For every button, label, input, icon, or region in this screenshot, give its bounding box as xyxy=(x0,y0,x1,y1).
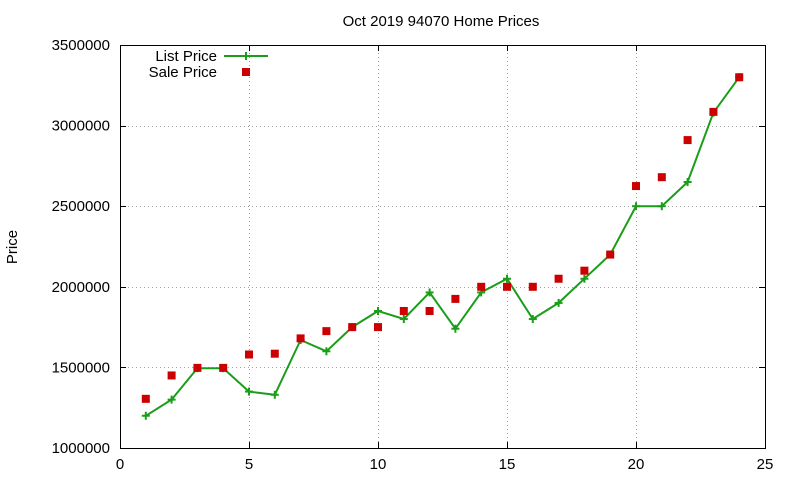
data-point xyxy=(374,323,382,332)
x-tick-label: 10 xyxy=(370,456,387,473)
data-point xyxy=(245,350,253,359)
y-tick-label: 3500000 xyxy=(52,37,110,54)
data-point xyxy=(245,387,253,396)
series-line xyxy=(145,76,741,417)
data-point xyxy=(451,294,460,303)
data-point xyxy=(348,323,357,332)
data-point xyxy=(451,324,460,333)
x-tick-label: 20 xyxy=(628,456,645,473)
legend-marker xyxy=(242,68,250,76)
data-point xyxy=(399,306,408,315)
chart-title: Oct 2019 94070 Home Prices xyxy=(343,13,540,30)
data-point xyxy=(425,306,434,315)
data-point xyxy=(374,306,382,315)
data-point xyxy=(657,173,666,182)
data-point xyxy=(503,282,511,291)
y-tick-label: 2000000 xyxy=(52,279,110,296)
y-tick-label: 1000000 xyxy=(52,440,110,457)
data-point xyxy=(554,298,563,307)
data-point xyxy=(399,315,408,324)
series-sale-price xyxy=(141,73,744,403)
legend-label: List Price xyxy=(155,48,217,65)
y-tick-label: 3000000 xyxy=(52,118,110,135)
data-point xyxy=(322,347,331,356)
data-point xyxy=(141,394,150,403)
data-point xyxy=(167,395,176,404)
data-point xyxy=(683,178,692,187)
data-point xyxy=(580,274,589,283)
data-point xyxy=(193,363,202,372)
data-point xyxy=(270,349,279,358)
y-tick-label: 2500000 xyxy=(52,198,110,215)
data-point xyxy=(606,250,615,259)
legend-label: Sale Price xyxy=(149,64,217,81)
legend-marker xyxy=(242,52,250,60)
data-point xyxy=(632,182,640,191)
x-tick-label: 0 xyxy=(116,456,124,473)
data-point xyxy=(503,274,511,283)
grid-lines xyxy=(120,45,765,448)
data-point xyxy=(709,107,718,116)
data-point xyxy=(270,390,279,399)
data-point xyxy=(219,363,228,372)
x-tick-label: 25 xyxy=(757,456,774,473)
data-point xyxy=(735,73,744,82)
data-point xyxy=(528,282,537,291)
y-axis-title: Price xyxy=(4,230,21,264)
y-tick-label: 1500000 xyxy=(52,359,110,376)
data-point xyxy=(477,282,486,291)
data-point xyxy=(528,315,537,324)
data-point xyxy=(683,136,692,145)
x-tick-label: 5 xyxy=(245,456,253,473)
data-point xyxy=(580,266,589,275)
series-layer xyxy=(141,73,744,420)
data-point xyxy=(657,202,666,211)
data-point xyxy=(554,274,563,283)
data-point xyxy=(141,411,150,420)
data-point xyxy=(322,327,331,336)
plot-frame xyxy=(120,45,766,449)
data-point xyxy=(632,202,640,211)
data-point xyxy=(425,288,434,297)
axis-ticks: 0 5 10 15 20 25 1000000 1500000 2000000 2500000 30… xyxy=(52,37,774,473)
data-point xyxy=(296,334,305,343)
x-tick-label: 15 xyxy=(499,456,516,473)
data-point xyxy=(167,371,176,380)
